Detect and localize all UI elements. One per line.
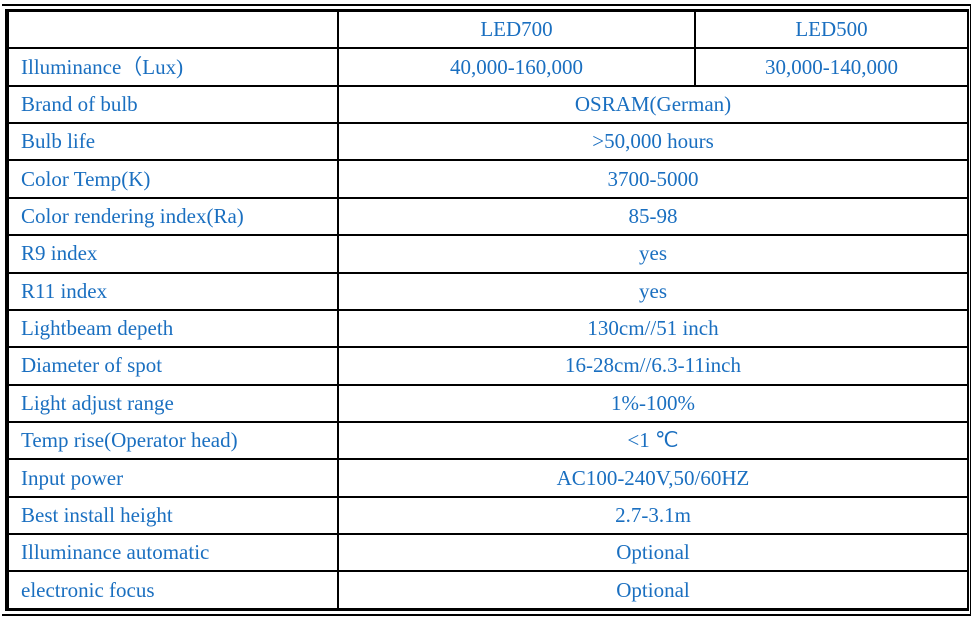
row-label: Bulb life	[6, 122, 339, 162]
row-label: Illuminance（Lux)	[6, 47, 339, 87]
row-label: Illuminance automatic	[6, 533, 339, 573]
row-label: Light adjust range	[6, 383, 339, 423]
row-value: <1 ℃	[337, 420, 969, 461]
table-row: Color rendering index(Ra) 85-98	[6, 196, 969, 237]
row-label: Color Temp(K)	[6, 159, 339, 199]
row-value: Optional	[337, 533, 969, 573]
row-value-led700: 40,000-160,000	[337, 47, 696, 87]
table-row: Input power AC100-240V,50/60HZ	[6, 458, 969, 498]
row-value: 85-98	[337, 196, 969, 237]
header-led700: LED700	[337, 9, 696, 50]
row-value: 1%-100%	[337, 383, 969, 423]
row-label: R11 index	[6, 271, 339, 311]
row-label: Input power	[6, 458, 339, 498]
spec-table: LED700 LED500 Illuminance（Lux) 40,000-16…	[5, 9, 969, 611]
table-frame	[2, 4, 971, 616]
row-label: R9 index	[6, 234, 339, 274]
row-label: Lightbeam depeth	[6, 308, 339, 349]
row-value: >50,000 hours	[337, 122, 969, 162]
row-value: 2.7-3.1m	[337, 495, 969, 536]
table-row: Illuminance（Lux) 40,000-160,000 30,000-1…	[6, 47, 969, 87]
table-row: R9 index yes	[6, 234, 969, 274]
row-value-led500: 30,000-140,000	[694, 47, 969, 87]
row-value: yes	[337, 271, 969, 311]
table-row: Bulb life >50,000 hours	[6, 122, 969, 162]
row-value: 130cm//51 inch	[337, 308, 969, 349]
row-value: 3700-5000	[337, 159, 969, 199]
table-row: Color Temp(K) 3700-5000	[6, 159, 969, 199]
row-label: electronic focus	[6, 570, 339, 611]
table-row: Light adjust range 1%-100%	[6, 383, 969, 423]
table-row: Brand of bulb OSRAM(German)	[6, 84, 969, 125]
row-value: Optional	[337, 570, 969, 611]
row-value: 16-28cm//6.3-11inch	[337, 346, 969, 386]
header-led500: LED500	[694, 9, 969, 50]
row-label: Color rendering index(Ra)	[6, 196, 339, 237]
header-blank	[6, 9, 339, 50]
table-row: Lightbeam depeth 130cm//51 inch	[6, 308, 969, 349]
table-row: Illuminance automatic Optional	[6, 533, 969, 573]
row-label: Brand of bulb	[6, 84, 339, 125]
row-value: AC100-240V,50/60HZ	[337, 458, 969, 498]
row-label: Temp rise(Operator head)	[6, 420, 339, 461]
table-row: Best install height 2.7-3.1m	[6, 495, 969, 536]
table-row: Temp rise(Operator head) <1 ℃	[6, 420, 969, 461]
row-label: Diameter of spot	[6, 346, 339, 386]
header-row: LED700 LED500	[6, 9, 969, 50]
row-label: Best install height	[6, 495, 339, 536]
table-row: R11 index yes	[6, 271, 969, 311]
row-value: yes	[337, 234, 969, 274]
table-row: Diameter of spot 16-28cm//6.3-11inch	[6, 346, 969, 386]
table-row: electronic focus Optional	[6, 570, 969, 611]
row-value: OSRAM(German)	[337, 84, 969, 125]
